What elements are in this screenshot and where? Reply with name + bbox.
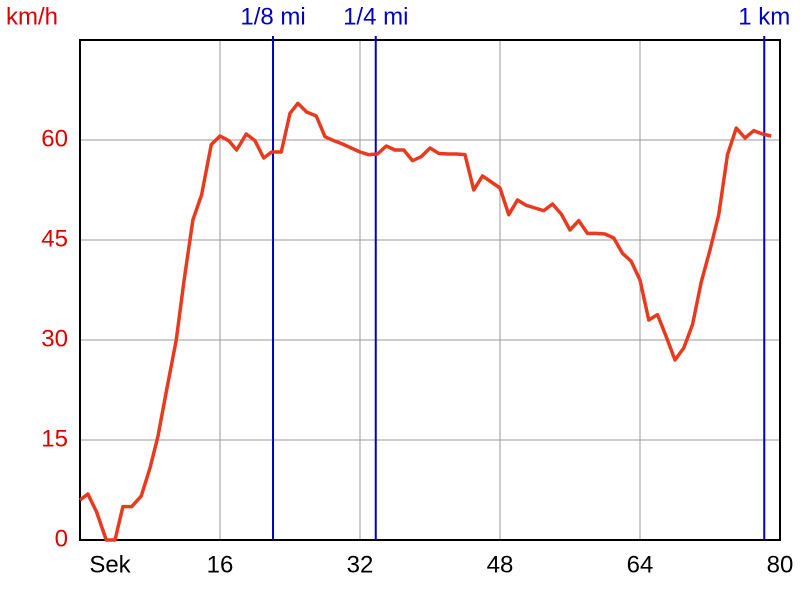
speed-line: [78, 101, 772, 542]
y-tick-label: 0: [55, 525, 68, 552]
distance-marker-label: 1 km: [738, 3, 790, 30]
y-axis-label: km/h: [6, 3, 58, 30]
x-tick-label: 48: [487, 551, 514, 578]
distance-marker-label: 1/8 mi: [240, 3, 305, 30]
distance-marker-label: 1/4 mi: [343, 3, 408, 30]
x-tick-label: 80: [767, 551, 794, 578]
x-tick-label: 32: [347, 551, 374, 578]
x-tick-label: 16: [207, 551, 234, 578]
y-tick-label: 45: [41, 225, 68, 252]
x-tick-label: 64: [627, 551, 654, 578]
y-tick-label: 30: [41, 325, 68, 352]
y-tick-label: 15: [41, 425, 68, 452]
x-axis-label: Sek: [89, 551, 131, 578]
plot-frame: [79, 39, 781, 541]
y-tick-label: 60: [41, 125, 68, 152]
